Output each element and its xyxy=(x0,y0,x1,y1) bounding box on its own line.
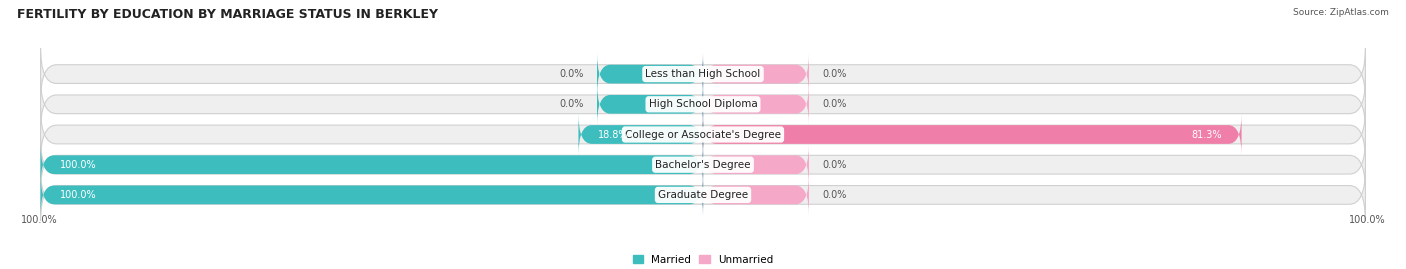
Legend: Married, Unmarried: Married, Unmarried xyxy=(628,250,778,269)
Text: 81.3%: 81.3% xyxy=(1191,129,1222,140)
FancyBboxPatch shape xyxy=(598,53,703,95)
Text: 0.0%: 0.0% xyxy=(823,160,846,170)
FancyBboxPatch shape xyxy=(41,47,1365,101)
Text: 18.8%: 18.8% xyxy=(599,129,628,140)
FancyBboxPatch shape xyxy=(703,53,808,95)
Text: FERTILITY BY EDUCATION BY MARRIAGE STATUS IN BERKLEY: FERTILITY BY EDUCATION BY MARRIAGE STATU… xyxy=(17,8,437,21)
FancyBboxPatch shape xyxy=(41,144,703,186)
FancyBboxPatch shape xyxy=(578,114,703,155)
Text: Bachelor's Degree: Bachelor's Degree xyxy=(655,160,751,170)
Text: Graduate Degree: Graduate Degree xyxy=(658,190,748,200)
FancyBboxPatch shape xyxy=(703,144,808,186)
Text: Less than High School: Less than High School xyxy=(645,69,761,79)
Text: 100.0%: 100.0% xyxy=(60,160,97,170)
FancyBboxPatch shape xyxy=(41,174,703,216)
FancyBboxPatch shape xyxy=(41,77,1365,131)
FancyBboxPatch shape xyxy=(41,108,1365,161)
FancyBboxPatch shape xyxy=(41,138,1365,192)
FancyBboxPatch shape xyxy=(598,83,703,125)
Text: 0.0%: 0.0% xyxy=(823,69,846,79)
Text: 100.0%: 100.0% xyxy=(21,215,58,225)
FancyBboxPatch shape xyxy=(703,83,808,125)
Text: College or Associate's Degree: College or Associate's Degree xyxy=(626,129,780,140)
FancyBboxPatch shape xyxy=(41,168,1365,222)
Text: Source: ZipAtlas.com: Source: ZipAtlas.com xyxy=(1294,8,1389,17)
FancyBboxPatch shape xyxy=(703,174,808,216)
Text: 0.0%: 0.0% xyxy=(823,99,846,109)
FancyBboxPatch shape xyxy=(703,114,1241,155)
Text: 100.0%: 100.0% xyxy=(1348,215,1385,225)
Text: 0.0%: 0.0% xyxy=(560,99,583,109)
Text: 100.0%: 100.0% xyxy=(60,190,97,200)
Text: High School Diploma: High School Diploma xyxy=(648,99,758,109)
Text: 0.0%: 0.0% xyxy=(823,190,846,200)
Text: 0.0%: 0.0% xyxy=(560,69,583,79)
